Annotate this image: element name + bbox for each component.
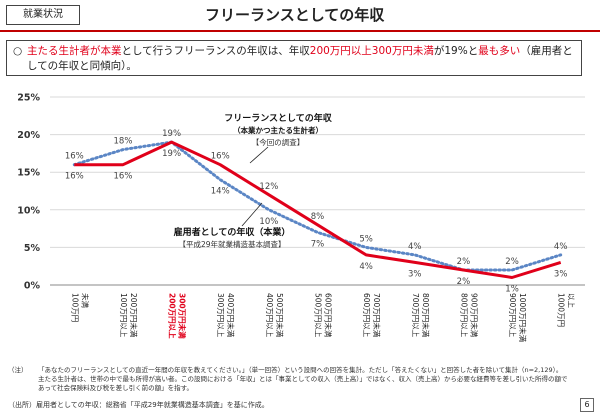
summary-part: として行うフリーランスの年収は、年収 (121, 45, 310, 57)
legend-freelance-name: フリーランスとしての年収 (224, 112, 333, 124)
data-label-freelance: 8% (311, 212, 325, 222)
data-label-freelance: 12% (259, 182, 278, 192)
data-label-freelance: 16% (211, 152, 230, 162)
data-label-freelance: 16% (65, 172, 84, 182)
x-tick-label: 500万円未満 (275, 293, 285, 338)
source: （出所）雇用者としての年収：総務省「平成29年就業構造基本調査」を基に作成。 (8, 400, 269, 410)
summary-part: が19%と (433, 45, 479, 57)
x-tick-label: 1000万円 (557, 293, 566, 327)
income-line-chart: 0% 5% 10% 15% 20% 25% 100万円 未満 100万円以上 200万円未満 200… (17, 93, 585, 343)
x-tick-label: 800万円未満 (421, 293, 431, 338)
source-label: （出所） (8, 401, 36, 409)
section-tag: 就業状況 (6, 5, 80, 25)
notes-label: （注） (8, 366, 28, 374)
summary-bullet: ○ (13, 45, 23, 57)
x-tick-label: 200万円未満 (129, 293, 139, 338)
x-tick-label: 300万円以上 (216, 293, 225, 338)
summary-part: 最も多い (478, 45, 521, 57)
legend-employee-source: 【平成29年就業構造基本調査】 (178, 239, 285, 249)
x-tick-label: 300万円未満 (178, 293, 188, 339)
x-tick-label: 600万円以上 (362, 293, 371, 338)
notes-text: 「あなたのフリーランスとしての直近一年間の年収を教えてください。」（単一回答）と… (38, 366, 568, 392)
y-tick-label: 0% (24, 281, 41, 292)
data-label-employee: 19% (162, 129, 181, 139)
summary-part: 主たる生計者が本業 (27, 45, 122, 57)
data-label-freelance: 2% (457, 277, 471, 287)
notes: （注） 「あなたのフリーランスとしての直近一年間の年収を教えてください。」（単一… (8, 366, 568, 393)
page-title: フリーランスとしての年収 (205, 6, 385, 24)
legend-freelance-pointer (249, 146, 269, 164)
x-tick-label: 100万円以上 (119, 293, 128, 338)
x-tick-label: 900万円未満 (469, 293, 479, 338)
x-tick-label: 400万円以上 (265, 293, 274, 338)
data-label-employee: 4% (554, 242, 568, 252)
y-tick-label: 20% (17, 130, 40, 141)
data-label-employee: 5% (359, 234, 373, 244)
x-tick-label: 200万円以上 (168, 293, 178, 339)
series-line-employee (72, 140, 563, 272)
x-tick-label: 700万円以上 (411, 293, 420, 338)
x-tick-label: 未満 (80, 293, 90, 308)
x-tick-label: 600万円未満 (324, 293, 334, 338)
source-text: 雇用者としての年収：総務省「平成29年就業構造基本調査」を基に作成。 (36, 401, 269, 409)
summary-part: （雇用者としての年収と同傾向）。 (27, 45, 573, 72)
series-line-freelance (74, 140, 562, 279)
data-label-freelance: 3% (408, 269, 422, 279)
legend-freelance-sub: （本業かつ主たる生計者） (233, 125, 323, 135)
summary-text: 主たる生計者が本業として行うフリーランスの年収は、年収200万円以上300万円未… (27, 45, 573, 72)
x-tick-label: 700万円未満 (372, 293, 382, 338)
data-label-employee: 4% (408, 242, 422, 252)
data-label-employee: 18% (114, 137, 133, 147)
x-tick-label: 500万円以上 (314, 293, 323, 338)
x-tick-label: 800万円以上 (459, 293, 468, 338)
y-tick-label: 15% (17, 168, 40, 179)
data-label-freelance: 16% (114, 172, 133, 182)
summary-part: 200万円以上300万円未満 (309, 45, 434, 57)
legend-freelance-source: 【今回の調査】 (252, 137, 305, 147)
data-label-freelance: 4% (359, 262, 373, 272)
x-tick-label: 400万円未満 (226, 293, 236, 338)
x-tick-label: 100万円 (70, 293, 79, 322)
data-label-freelance: 19% (162, 149, 181, 159)
y-tick-label: 25% (17, 93, 40, 104)
data-label-employee: 2% (505, 257, 519, 267)
page-number: 6 (580, 398, 594, 412)
data-label-employee: 14% (211, 187, 230, 197)
x-tick-label: 900万円以上 (508, 293, 517, 338)
data-label-employee: 10% (259, 217, 278, 227)
x-tick-label: 以上 (567, 293, 576, 308)
data-label-freelance: 3% (554, 269, 568, 279)
title-divider (0, 30, 600, 32)
legend-employee-name: 雇用者としての年収（本業） (174, 226, 291, 238)
legend-employee-pointer (241, 202, 263, 227)
x-tick-label: 1000万円未満 (518, 293, 528, 343)
summary-box: ○ 主たる生計者が本業として行うフリーランスの年収は、年収200万円以上300万… (6, 40, 582, 76)
y-tick-label: 10% (17, 205, 40, 216)
data-label-employee: 2% (457, 257, 471, 267)
data-label-employee: 7% (311, 239, 325, 249)
y-tick-label: 5% (24, 243, 41, 254)
data-label-employee: 16% (65, 152, 84, 162)
data-label-freelance: 1% (505, 284, 519, 294)
